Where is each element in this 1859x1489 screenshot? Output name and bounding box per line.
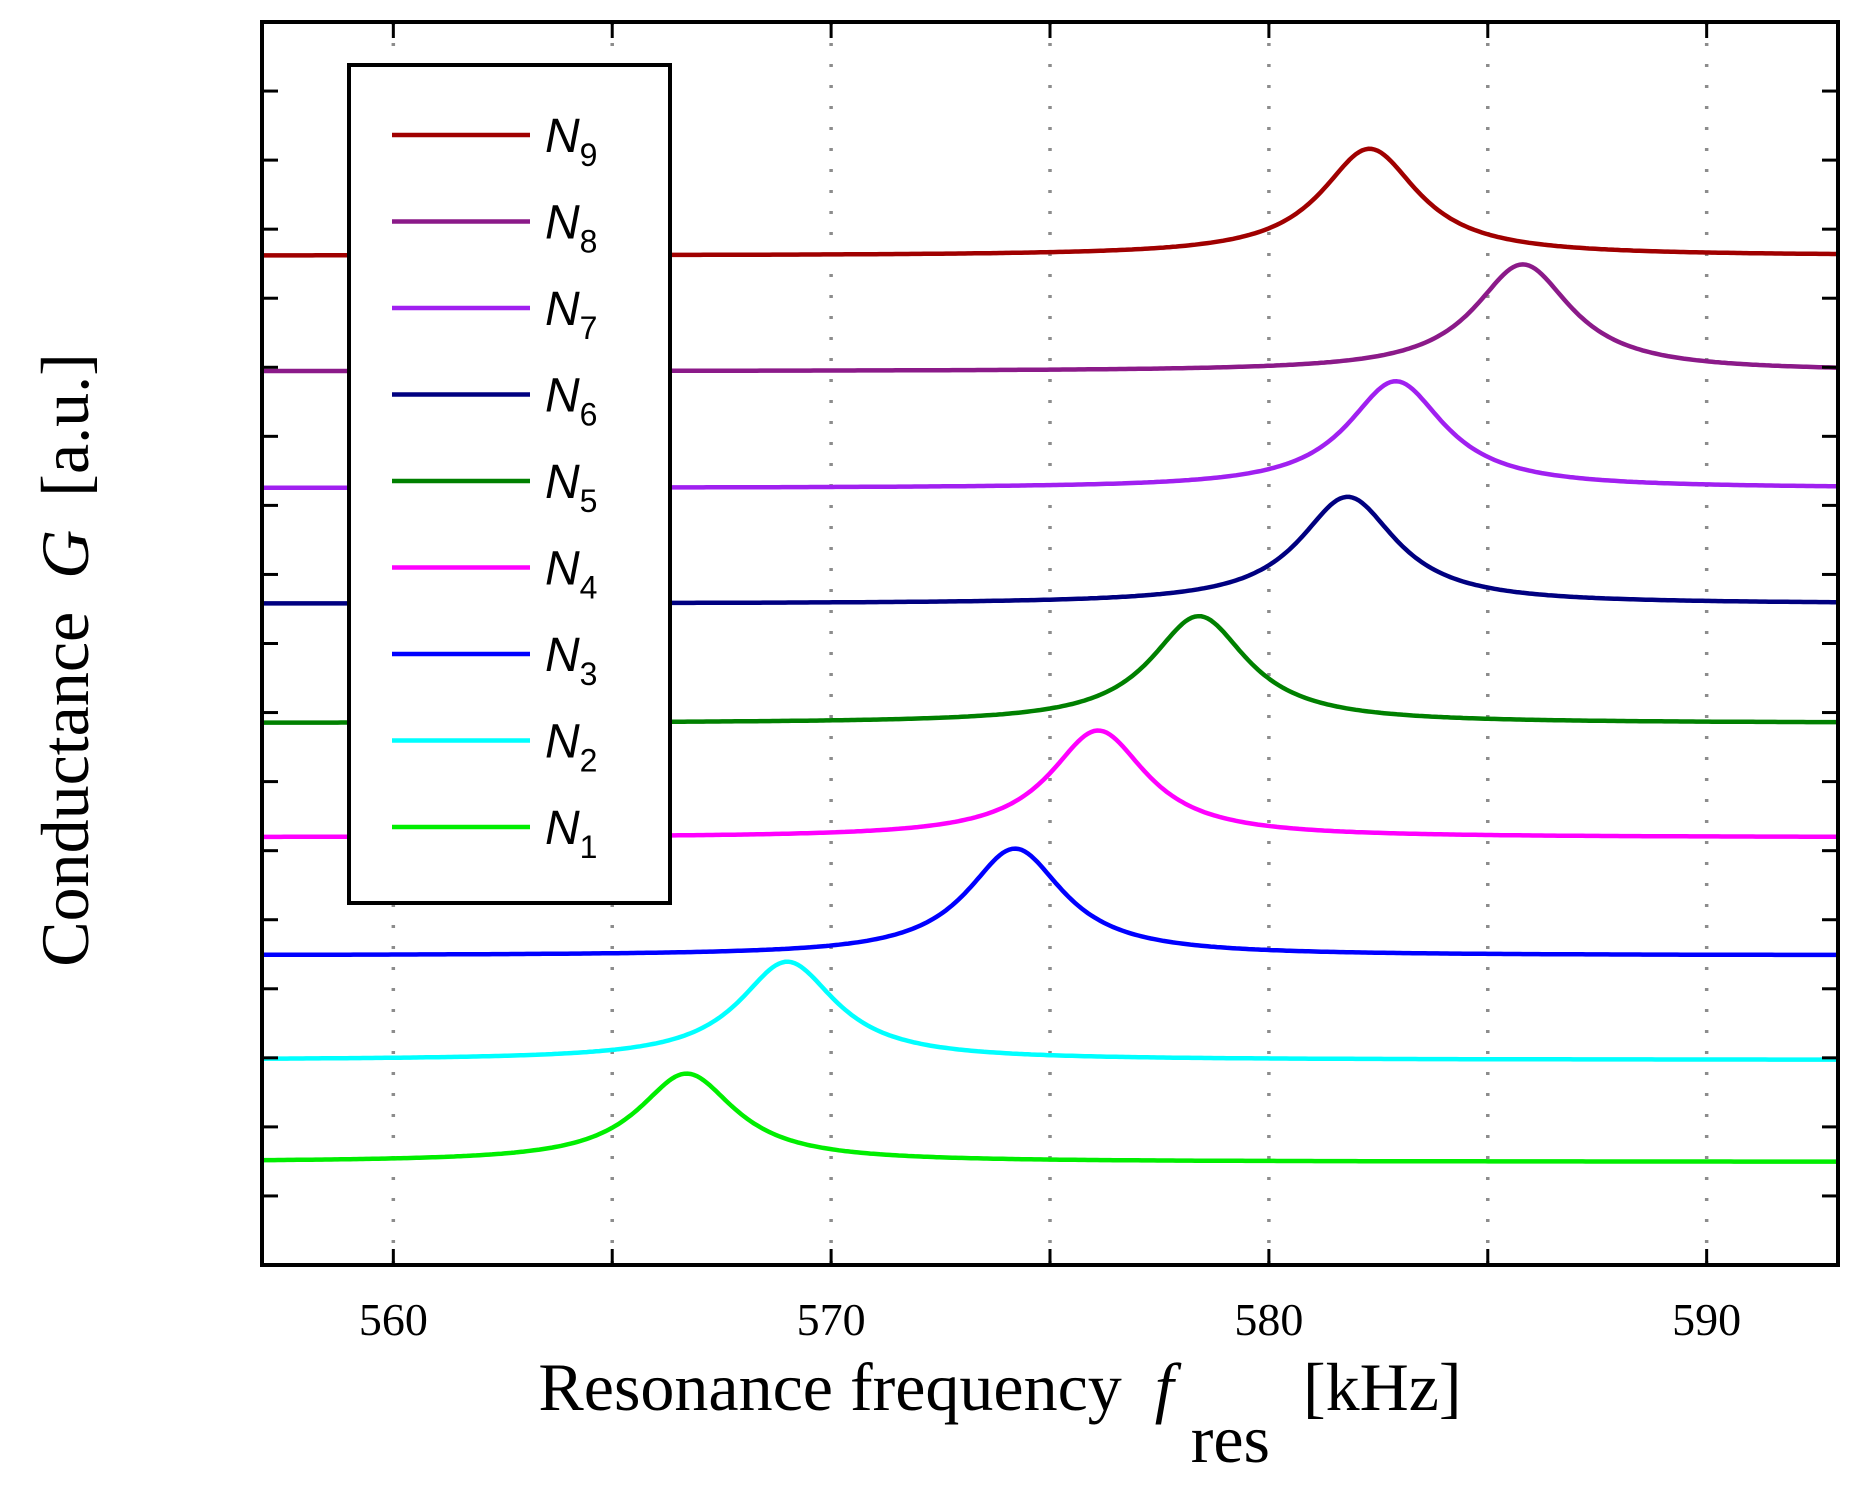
x-tick-label: 570 (797, 1294, 866, 1345)
y-axis-unit: [a.u.] (27, 353, 103, 496)
legend-box (347, 63, 672, 905)
legend: N9 N8 N7 N6 N5 N4 N3 N2 N1 (347, 63, 672, 905)
y-axis-title: Conductance G [a.u.] (27, 353, 103, 967)
x-axis-subscript: res (1191, 1401, 1270, 1477)
x-tick-label: 560 (359, 1294, 428, 1345)
legend-label-n2: N2 (545, 716, 597, 779)
legend-label-n4: N4 (545, 543, 597, 606)
x-axis-label: Resonance frequency (538, 1349, 1121, 1425)
x-tick-label: 590 (1672, 1294, 1741, 1345)
x-axis-symbol: f (1155, 1349, 1182, 1425)
x-tick-labels: 560 570 580 590 (359, 1294, 1741, 1345)
x-tick-label: 580 (1234, 1294, 1303, 1345)
y-axis-symbol: G (27, 530, 103, 579)
legend-label-n6: N6 (545, 370, 597, 433)
legend-label-n5: N5 (545, 456, 597, 519)
legend-label-n8: N8 (545, 197, 597, 260)
legend-label-n9: N9 (545, 110, 597, 173)
series-line-n1 (261, 1071, 1838, 1164)
series-line-n3 (262, 846, 1838, 958)
legend-label-n1: N1 (545, 802, 597, 865)
x-axis-unit: [kHz] (1303, 1349, 1462, 1425)
legend-label-n3: N3 (545, 629, 597, 692)
y-axis-label: Conductance (27, 612, 103, 967)
series-line-n2 (262, 959, 1838, 1062)
x-axis-title: Resonance frequency f res [kHz] (538, 1349, 1461, 1477)
legend-label-n7: N7 (545, 283, 597, 346)
plot-frame (260, 20, 1840, 1267)
